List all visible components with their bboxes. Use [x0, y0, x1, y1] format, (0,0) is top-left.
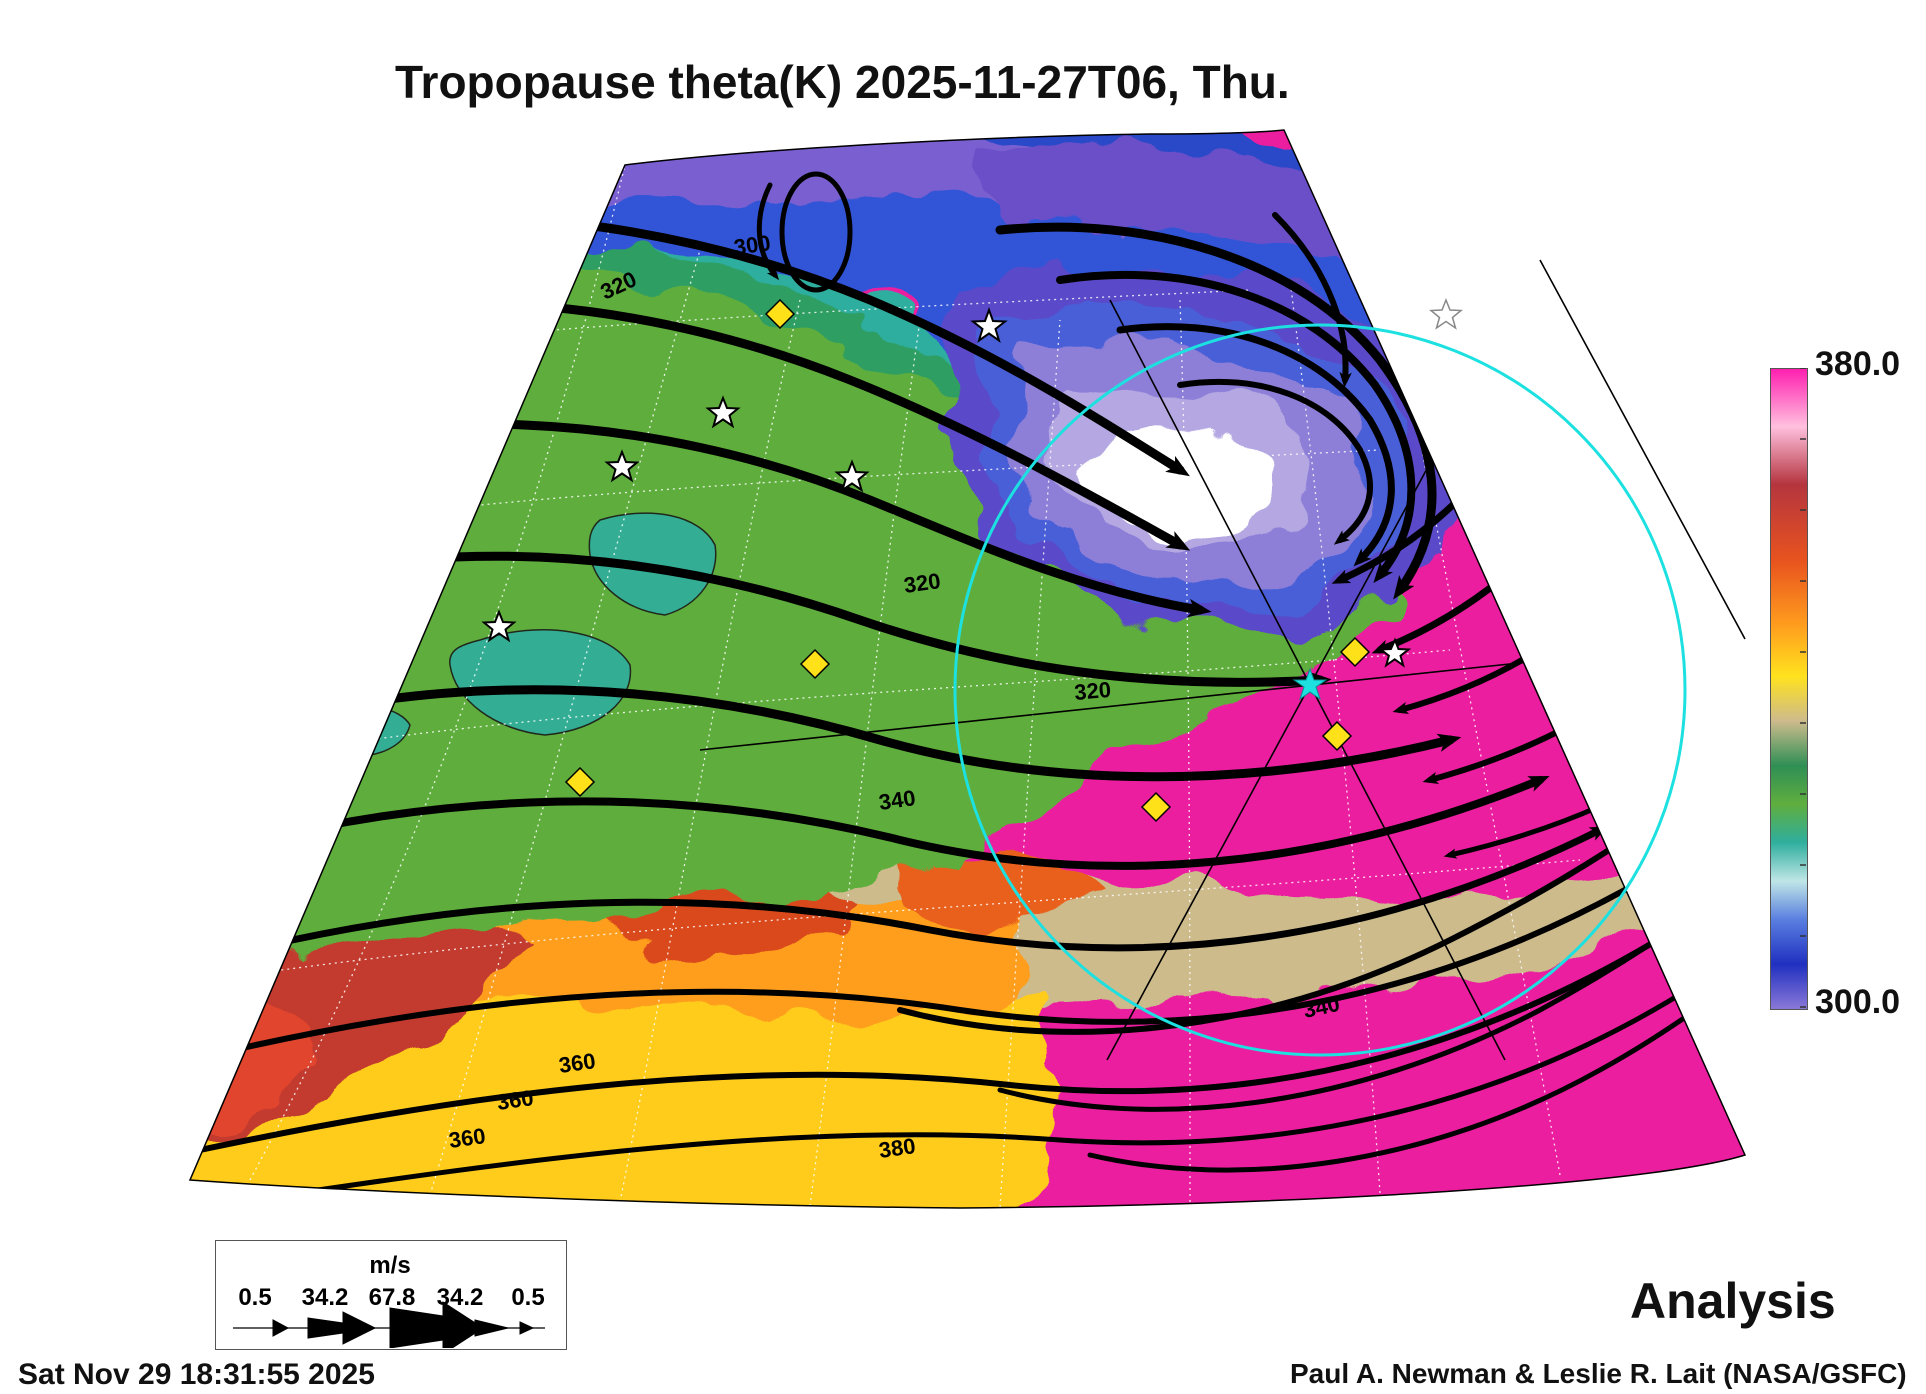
- svg-text:360: 360: [557, 1048, 597, 1078]
- svg-text:m/s: m/s: [369, 1252, 410, 1279]
- svg-text:67.8: 67.8: [369, 1284, 416, 1311]
- svg-text:34.2: 34.2: [302, 1284, 349, 1311]
- svg-text:320: 320: [1073, 677, 1112, 705]
- svg-text:360: 360: [447, 1123, 487, 1153]
- svg-text:320: 320: [902, 568, 942, 598]
- svg-text:360: 360: [495, 1085, 535, 1115]
- svg-text:0.5: 0.5: [511, 1284, 544, 1311]
- svg-text:300: 300: [732, 230, 772, 260]
- svg-text:340: 340: [877, 785, 917, 815]
- svg-text:380: 380: [877, 1133, 917, 1163]
- svg-text:0.5: 0.5: [238, 1284, 271, 1311]
